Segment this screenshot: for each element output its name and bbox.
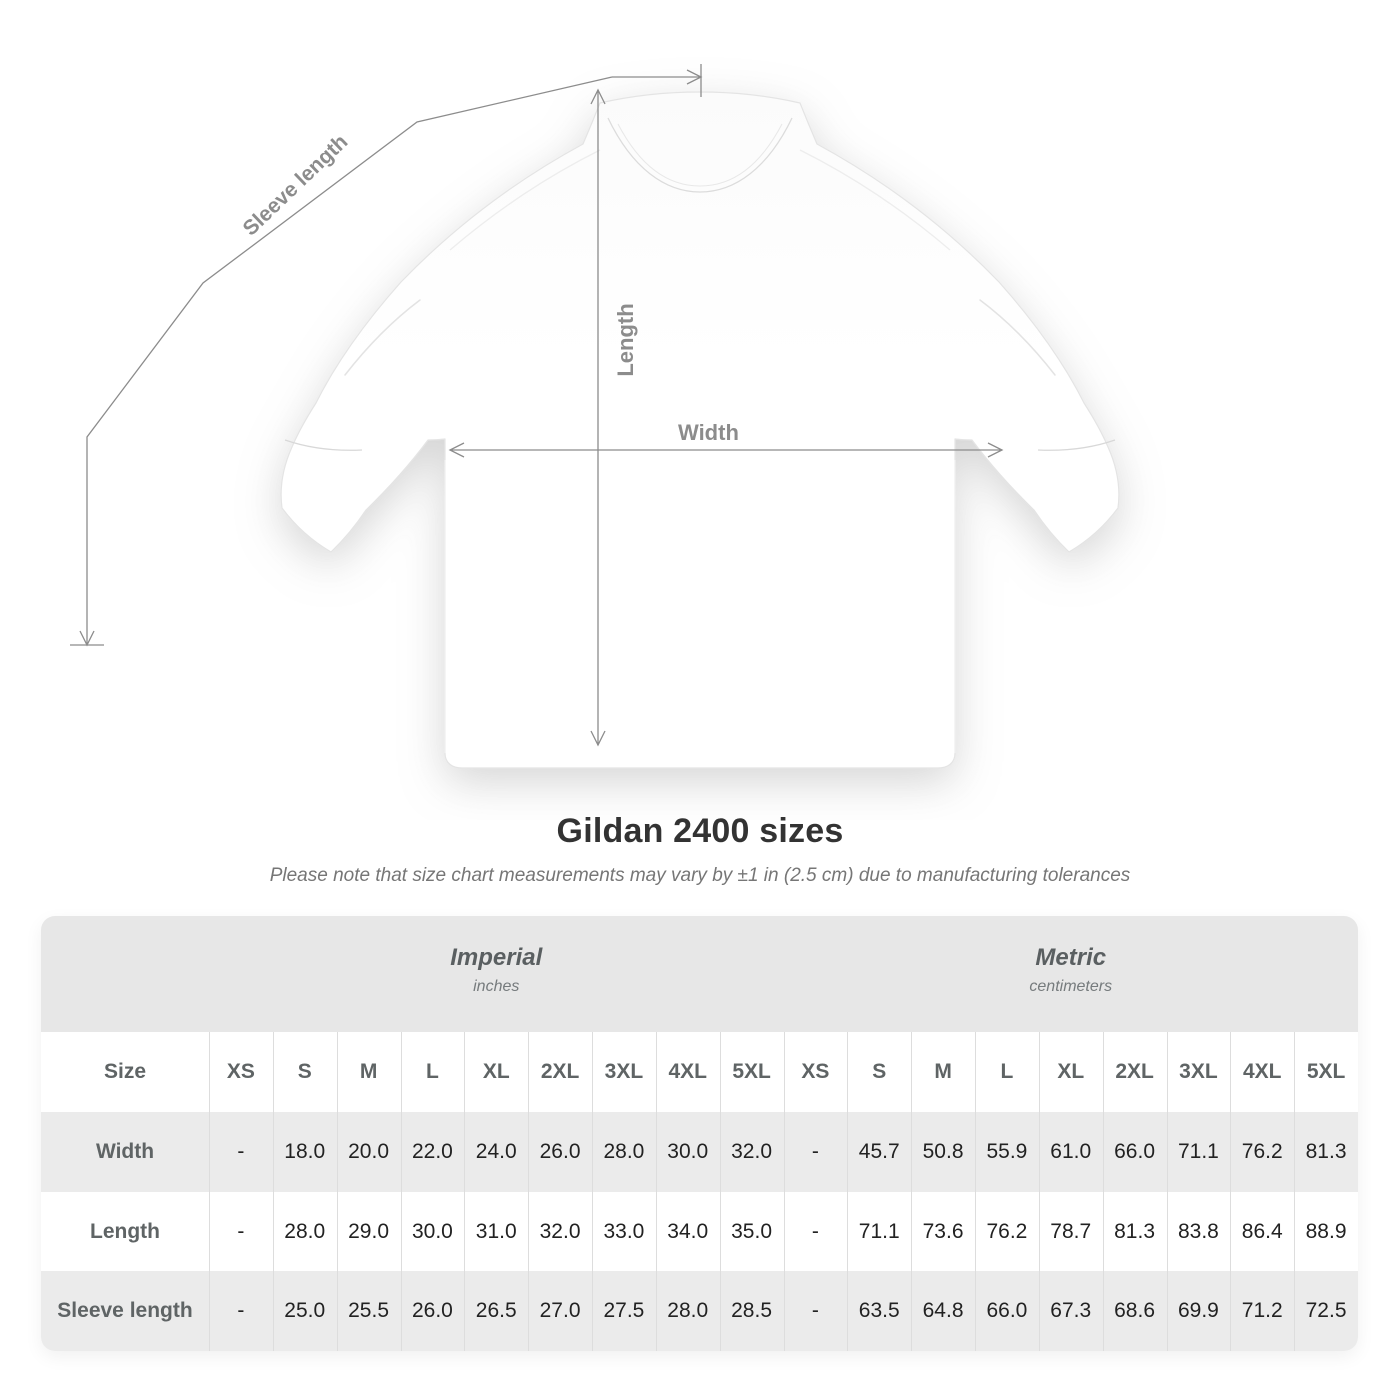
- svg-text:Length: Length: [613, 303, 638, 376]
- svg-text:Sleeve length: Sleeve length: [239, 130, 353, 240]
- svg-text:Width: Width: [678, 420, 739, 445]
